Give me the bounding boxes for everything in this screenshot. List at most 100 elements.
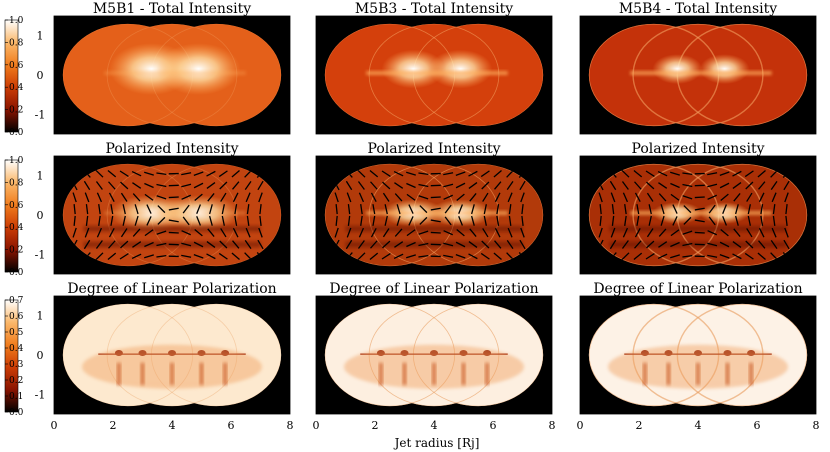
y-tick-label: 0 xyxy=(37,69,44,82)
colorbar-tick-label: 0.6 xyxy=(9,312,24,322)
polarization-vector xyxy=(418,195,429,200)
polarization-vector xyxy=(470,204,475,215)
polarization-vector xyxy=(196,204,202,214)
polarization-vector xyxy=(181,194,191,200)
x-tick-label: 6 xyxy=(228,419,235,432)
polarization-vector xyxy=(732,170,742,177)
bright-knot xyxy=(381,49,446,89)
polarization-vector xyxy=(496,215,500,226)
polarization-vector xyxy=(219,181,228,190)
bright-band xyxy=(104,211,246,216)
x-tick-label: 6 xyxy=(754,419,761,432)
plot-frame xyxy=(53,155,291,275)
polarization-vector xyxy=(84,192,90,203)
panel-title: M5B3 - Total Intensity xyxy=(355,1,513,17)
polarization-vector xyxy=(610,227,616,238)
polarization-gradient xyxy=(608,344,788,389)
polarization-vector xyxy=(707,242,718,247)
polarization-vector xyxy=(146,204,152,214)
y-tick-label: -1 xyxy=(35,388,46,401)
polarization-vector xyxy=(259,204,262,215)
polarization-vector xyxy=(430,219,441,223)
polarization-vector xyxy=(107,170,117,178)
polarization-vector xyxy=(455,171,466,176)
polarization-vector xyxy=(181,183,192,188)
polarization-vector xyxy=(206,170,216,177)
polarization-vector xyxy=(682,242,693,247)
polarization-vector xyxy=(481,240,490,249)
colorbar-tick-label: 0.2 xyxy=(9,246,23,256)
polarization-vector xyxy=(494,227,501,238)
polarization-vector xyxy=(636,215,640,226)
polarization-vector xyxy=(396,204,401,215)
polarization-vector xyxy=(384,215,388,226)
polarization-vector xyxy=(657,170,668,177)
polarization-vector xyxy=(646,181,655,190)
polarization-vector xyxy=(648,204,652,215)
polarization-vector xyxy=(221,215,225,226)
polarization-vector xyxy=(156,183,167,188)
polarization-vector xyxy=(72,227,77,238)
polarization-vector xyxy=(144,182,154,189)
polarization-vector xyxy=(120,181,129,190)
x-tick-label: 4 xyxy=(431,419,438,432)
colorbar-tick-label: 1.0 xyxy=(9,156,24,166)
polarization-vector xyxy=(95,181,103,190)
polarization-vector xyxy=(334,227,339,238)
polarization-vector xyxy=(120,192,128,202)
panel: Polarized Intensity xyxy=(579,141,817,275)
polarization-vector xyxy=(134,204,139,215)
polarization-vector xyxy=(119,253,129,260)
polarization-vector xyxy=(73,215,76,226)
polarization-vector xyxy=(347,204,351,215)
polarization-vector xyxy=(234,204,238,215)
polarization-vector xyxy=(382,192,390,202)
polarization-vector xyxy=(747,204,751,215)
plot-frame xyxy=(315,295,553,415)
polarization-vector xyxy=(483,215,487,226)
polarization-vector xyxy=(770,181,778,190)
polarization-vector xyxy=(96,227,103,238)
polarization-vector xyxy=(72,192,77,203)
polarization-vector xyxy=(707,183,718,188)
polarization-vector xyxy=(132,241,142,248)
y-tick-label: 1 xyxy=(37,30,44,43)
colorbar-tick-label: 0.0 xyxy=(9,408,24,418)
emission-region xyxy=(324,163,544,267)
polarization-vector xyxy=(95,240,103,249)
polarization-vector xyxy=(406,229,416,237)
polarization-vector xyxy=(119,170,129,177)
polarization-vector xyxy=(694,219,705,223)
polarization-vector xyxy=(232,181,240,190)
x-tick-label: 0 xyxy=(313,419,320,432)
colorbar xyxy=(4,159,19,273)
polarization-vector xyxy=(122,204,126,215)
polarization-vector xyxy=(784,227,789,238)
y-tick-label: 1 xyxy=(37,170,44,183)
polarization-vector xyxy=(246,204,250,215)
plot-frame xyxy=(579,155,817,275)
polarization-vector xyxy=(771,192,777,203)
polarization-vector xyxy=(598,192,603,203)
polarization-vector xyxy=(370,181,378,190)
polarization-vector xyxy=(443,230,453,236)
polarization-vector xyxy=(144,193,154,201)
polarization-vector xyxy=(772,215,776,226)
polarization-vector xyxy=(231,169,240,178)
polarization-vector xyxy=(694,196,705,199)
polarization-vector xyxy=(670,254,680,259)
colorbar-tick-label: 0.5 xyxy=(9,328,24,338)
polarization-gradient xyxy=(344,344,524,389)
polarization-vector xyxy=(258,227,263,238)
panel-title: Degree of Linear Polarization xyxy=(67,281,276,297)
polarization-vector xyxy=(633,170,643,178)
polarization-vector xyxy=(443,254,454,258)
polarization-vector xyxy=(168,196,179,199)
polarization-vector xyxy=(722,216,728,226)
polarization-vector xyxy=(144,229,154,237)
polarization-vector xyxy=(83,239,91,250)
polarization-vector xyxy=(645,170,655,177)
x-tick-label: 8 xyxy=(813,419,820,432)
polarization-vector xyxy=(418,172,429,176)
